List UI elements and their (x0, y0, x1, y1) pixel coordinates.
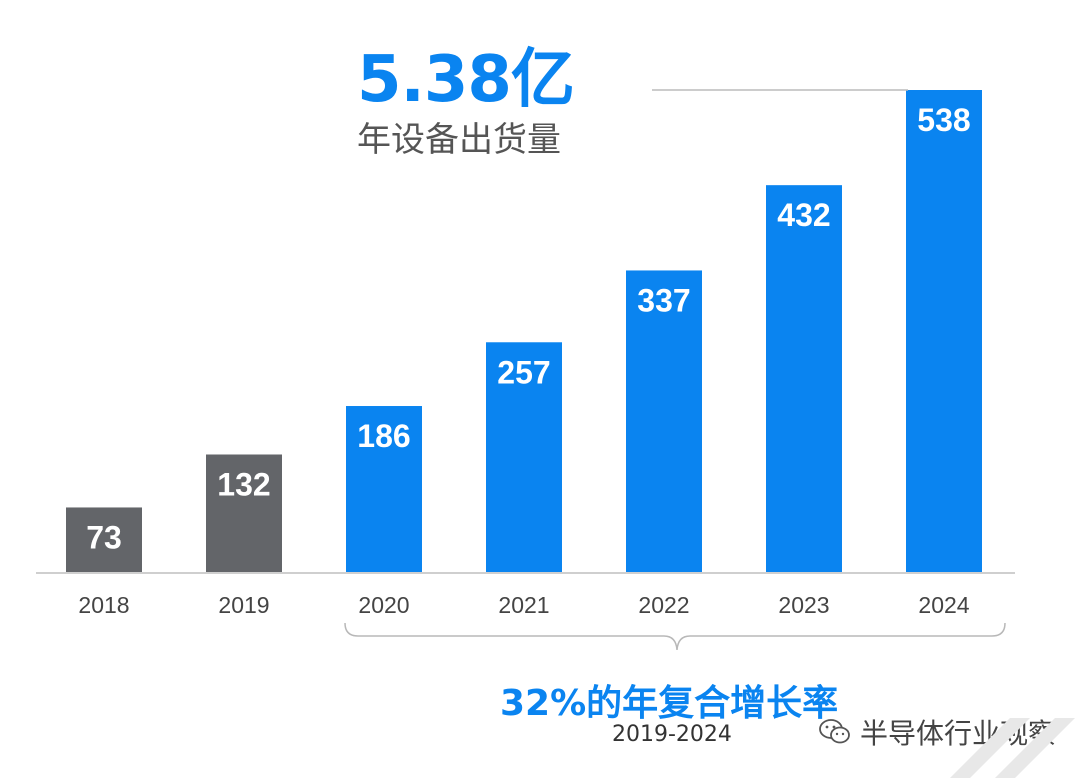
bar-2019 (206, 454, 282, 573)
bar-2020 (346, 406, 422, 573)
x-tick-label: 2019 (218, 592, 269, 618)
corner-decoration (950, 718, 1075, 778)
bar-2023 (766, 185, 842, 573)
x-tick-label: 2021 (498, 592, 549, 618)
bar-value-label: 257 (497, 354, 550, 390)
x-tick-labels: 2018 2019 2020 2021 2022 2023 2024 (78, 592, 969, 618)
bar-value-label: 132 (217, 466, 270, 502)
bar-2022 (626, 270, 702, 573)
cagr-range: 2019-2024 (612, 722, 732, 747)
bar-value-label: 337 (637, 282, 690, 318)
bar-2018 (66, 507, 142, 573)
bar-value-label: 186 (357, 418, 410, 454)
bar-2021 (486, 342, 562, 573)
headline-label: 年设备出货量 (357, 120, 561, 160)
x-tick-label: 2023 (778, 592, 829, 618)
x-tick-label: 2022 (638, 592, 689, 618)
headline-value: 5.38亿 (357, 43, 575, 117)
x-tick-label: 2018 (78, 592, 129, 618)
bar-value-labels: 73 132 186 257 337 432 538 (86, 102, 970, 555)
bar-value-label: 538 (917, 102, 970, 138)
wechat-icon (819, 719, 850, 744)
bars (66, 90, 982, 573)
cagr-brace (344, 622, 1006, 651)
cagr-label: 32%的年复合增长率 (500, 683, 839, 724)
x-tick-label: 2024 (918, 592, 969, 618)
bar-2024 (906, 90, 982, 573)
bar-value-label: 432 (777, 197, 830, 233)
x-tick-label: 2020 (358, 592, 409, 618)
bar-value-label: 73 (86, 519, 122, 555)
